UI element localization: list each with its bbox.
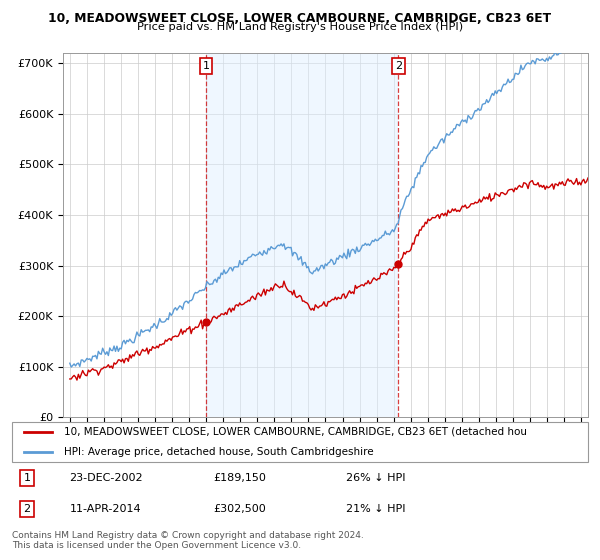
Text: 1: 1 (23, 473, 31, 483)
Text: £302,500: £302,500 (214, 504, 266, 514)
Text: 2: 2 (395, 61, 402, 71)
Text: 23-DEC-2002: 23-DEC-2002 (70, 473, 143, 483)
Text: 21% ↓ HPI: 21% ↓ HPI (346, 504, 406, 514)
Text: 1: 1 (202, 61, 209, 71)
Text: 10, MEADOWSWEET CLOSE, LOWER CAMBOURNE, CAMBRIDGE, CB23 6ET: 10, MEADOWSWEET CLOSE, LOWER CAMBOURNE, … (49, 12, 551, 25)
Text: Contains HM Land Registry data © Crown copyright and database right 2024.: Contains HM Land Registry data © Crown c… (12, 531, 364, 540)
Text: HPI: Average price, detached house, South Cambridgeshire: HPI: Average price, detached house, Sout… (64, 447, 373, 457)
Text: Price paid vs. HM Land Registry's House Price Index (HPI): Price paid vs. HM Land Registry's House … (137, 22, 463, 32)
Text: £189,150: £189,150 (214, 473, 266, 483)
Text: This data is licensed under the Open Government Licence v3.0.: This data is licensed under the Open Gov… (12, 541, 301, 550)
FancyBboxPatch shape (12, 422, 588, 462)
Text: 2: 2 (23, 504, 31, 514)
Text: 10, MEADOWSWEET CLOSE, LOWER CAMBOURNE, CAMBRIDGE, CB23 6ET (detached hou: 10, MEADOWSWEET CLOSE, LOWER CAMBOURNE, … (64, 427, 527, 437)
Text: 11-APR-2014: 11-APR-2014 (70, 504, 141, 514)
Text: 26% ↓ HPI: 26% ↓ HPI (346, 473, 406, 483)
Bar (206, 53, 398, 417)
